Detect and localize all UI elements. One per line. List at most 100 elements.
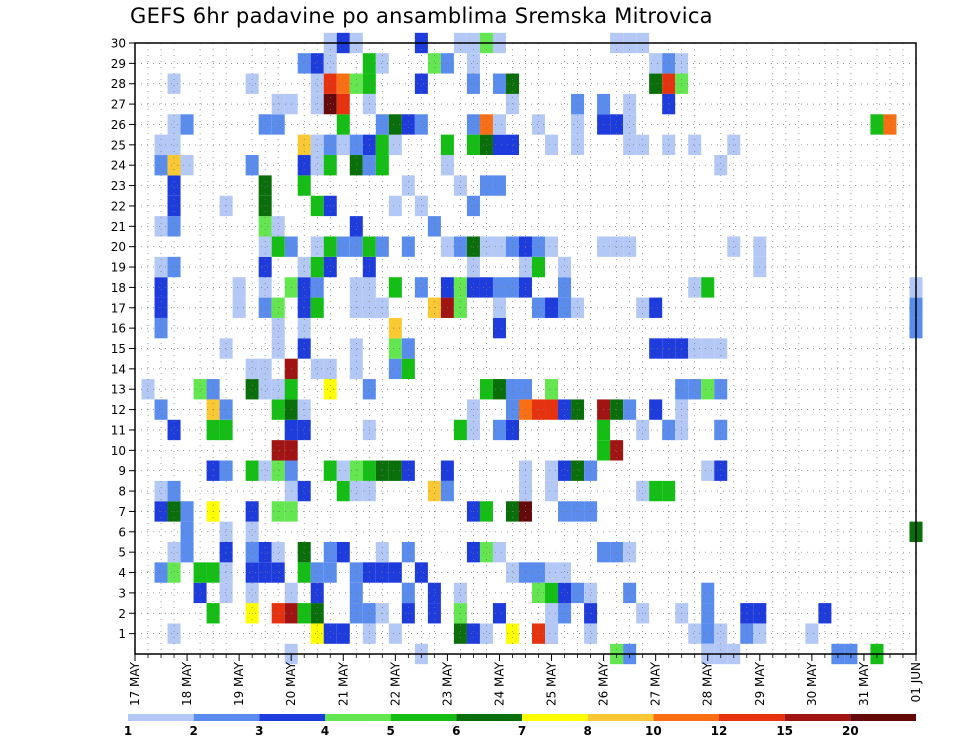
heatmap-cell [310,562,324,583]
heatmap-cell [714,419,728,441]
heatmap-cell [258,277,272,298]
y-tick-label: 18 [111,281,126,295]
heatmap-cell [623,541,637,563]
heatmap-cell [154,216,168,237]
heatmap-cell [349,73,363,94]
heatmap-cell [297,562,311,583]
heatmap-cell [297,541,311,563]
heatmap-cell [414,277,428,298]
heatmap-cell [558,277,572,298]
heatmap-cell [427,216,441,237]
heatmap-cell [479,277,493,298]
heatmap-cell [414,73,428,94]
heatmap-cell [258,460,272,481]
legend-label: 3 [255,724,263,738]
heatmap-cell [375,134,389,156]
heatmap-cell [714,379,728,400]
heatmap-cell [388,338,402,359]
heatmap-cell [701,582,715,604]
heatmap-cell [636,134,650,156]
heatmap-cell [610,114,624,135]
x-tick-label: 18 MAY [180,661,194,706]
heatmap-cell [505,562,519,583]
heatmap-cell [154,317,168,339]
heatmap-cell [271,338,285,359]
heatmap-cell [479,623,493,644]
y-tick-label: 29 [111,57,126,71]
heatmap-cell [167,175,181,196]
y-tick-label: 28 [111,77,126,91]
heatmap-cell [245,582,259,604]
legend-swatch [128,714,194,721]
legend-swatch [193,714,260,721]
heatmap-cell [466,256,480,278]
heatmap-cell [297,53,311,74]
heatmap-cell [349,562,363,583]
heatmap-cell [662,480,676,502]
heatmap-cell [453,582,467,604]
heatmap-cell [714,623,728,644]
heatmap-cell [310,73,324,94]
heatmap-cell [336,541,350,563]
heatmap-cell [245,73,259,94]
heatmap-cell [375,236,389,257]
heatmap-cell [310,155,324,176]
heatmap-cell [297,338,311,359]
y-tick-label: 11 [111,423,126,437]
heatmap-cell [532,256,546,278]
heatmap-cell [180,155,194,176]
heatmap-cell [479,134,493,156]
heatmap-cell [219,582,233,604]
heatmap-cell [662,419,676,441]
heatmap-cell [714,460,728,481]
heatmap-cell [271,379,285,400]
heatmap-cell [701,603,715,624]
heatmap-cell [532,582,546,604]
heatmap-cell [323,623,337,644]
legend-label: 10 [645,724,662,738]
y-tick-label: 21 [111,220,126,234]
heatmap-cell [492,277,506,298]
heatmap-cell [466,134,480,156]
heatmap-cell [701,277,715,298]
cells-layer [141,32,923,665]
color-legend: 1 2 3 4 5 6 7 8 10 12 15 20 [124,714,916,738]
heatmap-cell [297,256,311,278]
heatmap-cell [154,134,168,156]
heatmap-cell [492,541,506,563]
heatmap-cell [701,379,715,400]
x-tick-label: 25 MAY [545,661,559,706]
heatmap-cell [466,541,480,563]
heatmap-cell [466,236,480,257]
y-tick-label: 10 [111,444,126,458]
heatmap-cell [401,358,415,380]
heatmap-cell [545,297,559,318]
heatmap-cell [505,277,519,298]
heatmap-cell [453,175,467,196]
heatmap-cell [610,236,624,257]
legend-swatch [784,714,851,721]
heatmap-cell [323,460,337,481]
heatmap-cell [297,317,311,339]
heatmap-cell [297,134,311,156]
heatmap-cell [323,562,337,583]
y-tick-label: 22 [111,199,126,213]
heatmap-cell [388,195,402,217]
heatmap-cell [688,338,702,359]
heatmap-cell [505,379,519,400]
heatmap-cell [505,134,519,156]
x-tick-label: 01 JUN [909,662,923,702]
x-tick-label: 27 MAY [649,661,663,706]
heatmap-cell [271,562,285,583]
heatmap-cell [245,379,259,400]
heatmap-cell [688,277,702,298]
heatmap-cell [545,460,559,481]
y-tick-label: 3 [118,586,126,600]
heatmap-cell [584,582,598,604]
heatmap-cell [623,134,637,156]
heatmap-cell [532,236,546,257]
heatmap-cell [349,582,363,604]
heatmap-cell [545,582,559,604]
heatmap-cell [571,93,585,115]
heatmap-cell [558,562,572,583]
